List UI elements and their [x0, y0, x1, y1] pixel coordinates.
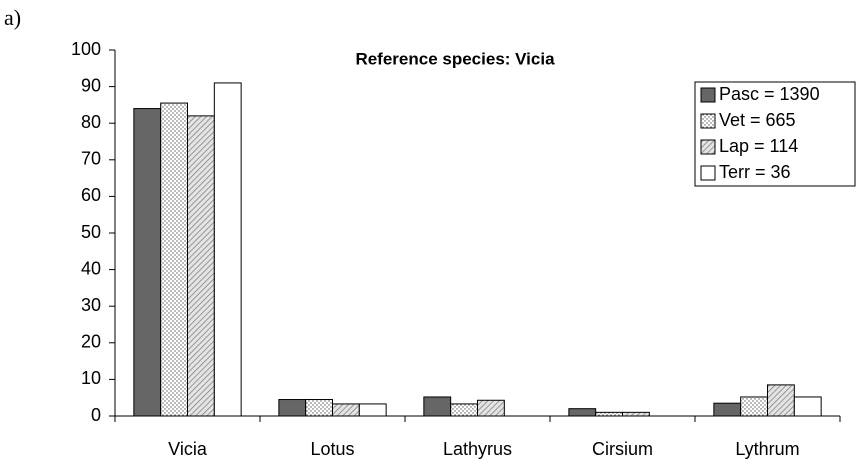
- bar: [332, 403, 360, 417]
- bar: [568, 408, 597, 417]
- y-tick-label: 50: [81, 222, 101, 242]
- legend-swatch: [700, 113, 716, 129]
- legend-label: Pasc = 1390: [719, 84, 820, 104]
- y-tick-label: 20: [81, 332, 101, 352]
- bar: [358, 403, 387, 417]
- bar: [213, 82, 242, 417]
- bar: [423, 396, 452, 417]
- y-tick-label: 90: [81, 75, 101, 95]
- bar: [622, 411, 650, 417]
- bar: [278, 399, 307, 417]
- legend-swatch: [700, 87, 716, 103]
- legend-box: [694, 81, 856, 187]
- bar: [160, 102, 189, 417]
- bar: [793, 396, 822, 417]
- legend-label: Lap = 114: [719, 136, 798, 156]
- bar: [305, 399, 333, 417]
- bar: [477, 399, 505, 417]
- bar: [713, 402, 742, 417]
- bar: [450, 403, 478, 417]
- x-tick-label: Vicia: [168, 439, 208, 459]
- x-tick-label: Lythrum: [735, 439, 799, 459]
- x-tick-label: Lotus: [310, 439, 354, 459]
- bar: [740, 396, 768, 417]
- chart-title: Reference species: Vicia: [355, 49, 555, 68]
- bar: [595, 411, 623, 417]
- bar: [767, 384, 795, 417]
- y-tick-label: 100: [71, 39, 101, 59]
- y-tick-label: 10: [81, 368, 101, 388]
- panel-label: a): [4, 5, 21, 30]
- legend-swatch: [700, 165, 716, 181]
- y-tick-label: 30: [81, 295, 101, 315]
- x-tick-label: Cirsium: [592, 439, 653, 459]
- y-tick-label: 70: [81, 149, 101, 169]
- bar: [133, 108, 162, 417]
- bar: [187, 115, 215, 417]
- y-tick-label: 60: [81, 185, 101, 205]
- legend-swatch: [700, 139, 716, 155]
- x-tick-label: Lathyrus: [443, 439, 512, 459]
- y-tick-label: 40: [81, 258, 101, 278]
- y-tick-label: 0: [91, 405, 101, 425]
- legend-label: Terr = 36: [719, 162, 791, 182]
- legend-label: Vet = 665: [719, 110, 796, 130]
- y-tick-label: 80: [81, 112, 101, 132]
